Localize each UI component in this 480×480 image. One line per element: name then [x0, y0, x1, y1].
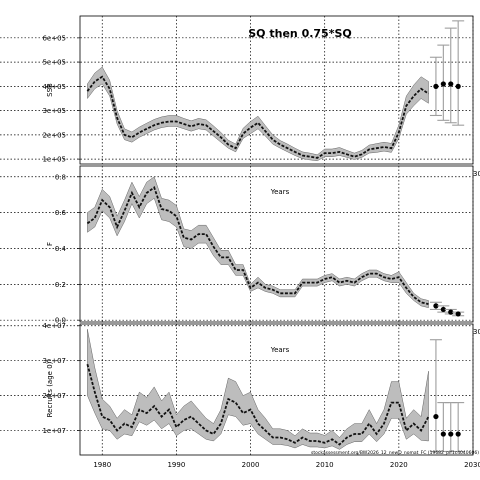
y-axis-label: SSB: [46, 83, 54, 97]
x-axis-label: Years: [270, 346, 290, 354]
forecast-point: [448, 309, 454, 315]
x-tick-label: 2030: [464, 461, 480, 469]
y-tick-label: 0.8: [55, 173, 66, 181]
y-tick-label: 0.2: [55, 281, 66, 289]
x-tick-label: 1980: [93, 461, 111, 469]
y-tick-label: 5e+05: [42, 59, 66, 67]
y-tick-label: 0.6: [55, 209, 67, 217]
y-tick-label: 4e+05: [42, 83, 66, 91]
y-tick-label: 0.0: [55, 317, 66, 325]
estimate-line: [86, 186, 429, 305]
y-tick-label: 2e+05: [42, 131, 66, 139]
forecast-point: [440, 306, 446, 313]
y-tick-label: 3e+05: [42, 107, 66, 115]
y-tick-label: 3e+07: [42, 357, 66, 365]
x-tick-label: 2010: [316, 461, 334, 469]
y-tick-label: 1e+07: [42, 427, 66, 435]
forecast-point: [440, 431, 446, 437]
forecast-point: [433, 83, 439, 89]
y-axis-label: F: [46, 242, 54, 246]
footer-note: stockassessment.org/BW2026_12_newD_nomat…: [311, 450, 479, 456]
forecast-point: [433, 413, 439, 420]
estimate-line: [86, 75, 429, 159]
forecast-point: [433, 303, 439, 309]
x-axis-label: Years: [270, 188, 290, 196]
y-tick-label: 4e+07: [42, 322, 66, 330]
panel-3: 1e+07 2e+07 3e+07 4e+07 1980 1990 2000 2010 2020…: [0, 322, 480, 469]
panel-1: 1e+052e+053e+054e+055e+056e+051980199020…: [0, 15, 480, 178]
forecast-point: [448, 431, 454, 437]
confidence-band: [87, 66, 429, 162]
estimate-line: [86, 363, 430, 446]
confidence-band: [87, 329, 429, 450]
y-tick-label: 0.4: [55, 245, 67, 253]
forecast-point: [455, 431, 461, 437]
confidence-band: [87, 176, 429, 308]
y-axis-label: Recruits (age 0): [46, 361, 54, 417]
forecast-point: [448, 81, 454, 87]
forecast-point: [440, 81, 446, 87]
y-tick-label: 2e+07: [42, 392, 66, 400]
x-tick-label: 2020: [390, 461, 408, 469]
x-tick-label: 2000: [242, 461, 260, 469]
x-tick-label: 1990: [167, 461, 185, 469]
y-tick-label: 1e+05: [42, 156, 66, 164]
forecast-point: [455, 311, 461, 317]
forecast-point: [455, 83, 461, 89]
y-tick-label: 6e+05: [42, 34, 66, 42]
chart-title: SQ then 0.75*SQ: [248, 27, 351, 40]
